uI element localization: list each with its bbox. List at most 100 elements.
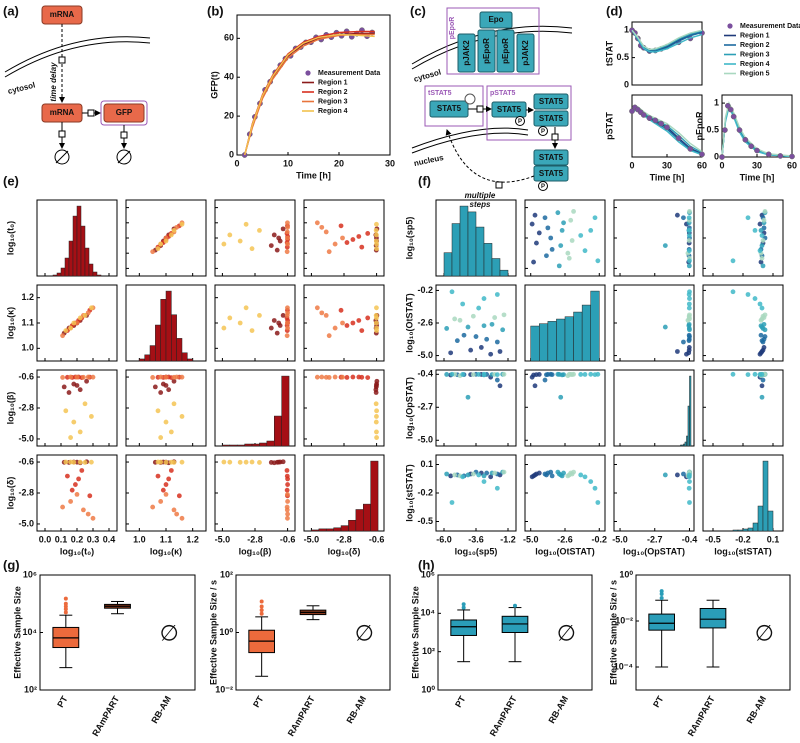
sample-point [759, 243, 765, 249]
sample-point [686, 215, 692, 221]
sample-point [759, 394, 765, 400]
y-tick-label: 1.0 [21, 343, 34, 353]
sample-point [69, 487, 75, 493]
degradation [55, 150, 69, 164]
histogram-bar [56, 272, 62, 277]
sample-point [757, 301, 763, 307]
y-tick-label: -0.5 [417, 516, 433, 526]
sample-point [444, 471, 450, 477]
compartment-label: cytosol [413, 68, 442, 84]
sample-point [476, 372, 482, 377]
data-point [736, 127, 743, 133]
y-tick-label: 10⁶ [23, 569, 37, 579]
sample-point [532, 383, 538, 389]
sample-point [374, 232, 379, 238]
sample-point [60, 375, 65, 380]
series-line [631, 29, 703, 53]
plot-frame [524, 454, 606, 532]
box [450, 619, 478, 636]
sample-point [85, 310, 91, 316]
sample-point [582, 474, 588, 480]
group-frame [446, 7, 540, 75]
sample-point [460, 372, 466, 377]
phospho-label: P [541, 184, 545, 190]
plot-frame [435, 284, 517, 362]
histogram-bar [160, 299, 167, 362]
sample-point [592, 485, 598, 491]
sample-point [77, 315, 83, 321]
sample-point [158, 499, 164, 504]
sample-point [761, 217, 767, 223]
sample-point [582, 248, 588, 254]
sample-point [79, 468, 85, 473]
phospho-label: P [541, 129, 545, 135]
x-tick-label: RB-AM [546, 694, 570, 725]
sample-point [536, 230, 542, 236]
sample-point [90, 515, 96, 521]
x-tick-label: 1.0 [133, 534, 146, 544]
sample-point [595, 258, 601, 264]
x-tick-label: 10 [283, 158, 293, 168]
sample-point [760, 238, 766, 243]
x-tick-label: 20 [334, 158, 344, 168]
sample-point [555, 371, 561, 377]
sample-point [536, 470, 542, 476]
sample-point [60, 333, 65, 339]
panel-label: (h) [418, 557, 435, 572]
data-point [664, 124, 670, 131]
sample-point [544, 253, 549, 259]
histogram-bar [274, 415, 282, 447]
node [103, 103, 145, 123]
panel-label: (c) [410, 3, 426, 18]
sample-point [374, 221, 379, 227]
sample-point [752, 371, 758, 377]
y-axis-label: Effective Sample Size / s [608, 580, 618, 685]
histogram-bar [573, 311, 583, 362]
sample-point [501, 469, 507, 475]
sample-point [150, 249, 156, 255]
sample-point [257, 228, 262, 233]
sample-point [257, 313, 262, 318]
sample-point [344, 240, 350, 245]
histogram-bar [80, 225, 86, 277]
x-tick-label: -0.6 [369, 534, 385, 544]
sample-point [488, 474, 494, 480]
panel-label: (e) [3, 173, 19, 188]
sample-point [285, 476, 290, 482]
sample-point [171, 507, 177, 513]
sample-point [374, 414, 379, 419]
sample-point [63, 328, 69, 333]
missing-symbol: ∅ [355, 620, 374, 645]
panel-label: (f) [418, 173, 431, 188]
edge-label: multiple [465, 191, 496, 200]
y-tick-label: 10² [24, 684, 37, 694]
histogram-bar [757, 505, 764, 532]
x-tick-label: -5.0 [304, 534, 320, 544]
sample-point [481, 479, 487, 484]
node-label: GFP [116, 108, 133, 117]
histogram-bar [84, 247, 90, 277]
sample-point [745, 372, 751, 377]
data-point [754, 147, 760, 154]
x-tick-label: -1.2 [500, 534, 516, 544]
y-axis-label: GFP(t) [209, 71, 219, 99]
sample-point [359, 328, 365, 333]
sample-point [276, 459, 282, 465]
sample-point [762, 312, 768, 318]
x-tick-label: -2.8 [247, 534, 263, 544]
edge-node [87, 109, 95, 117]
x-tick-label: 30 [385, 158, 395, 168]
sample-point [452, 316, 458, 322]
sample-point [179, 221, 185, 227]
x-tick-label: PT [651, 694, 666, 709]
edge-node [476, 105, 484, 113]
y-axis-label: pEpoR [694, 111, 704, 140]
sample-point [759, 233, 765, 238]
sample-point [158, 459, 164, 465]
sample-point [171, 460, 177, 465]
plot-frame [613, 369, 695, 447]
sample-point [65, 473, 70, 479]
sample-point [150, 375, 156, 380]
sample-point [158, 390, 164, 395]
sample-point [686, 345, 692, 350]
